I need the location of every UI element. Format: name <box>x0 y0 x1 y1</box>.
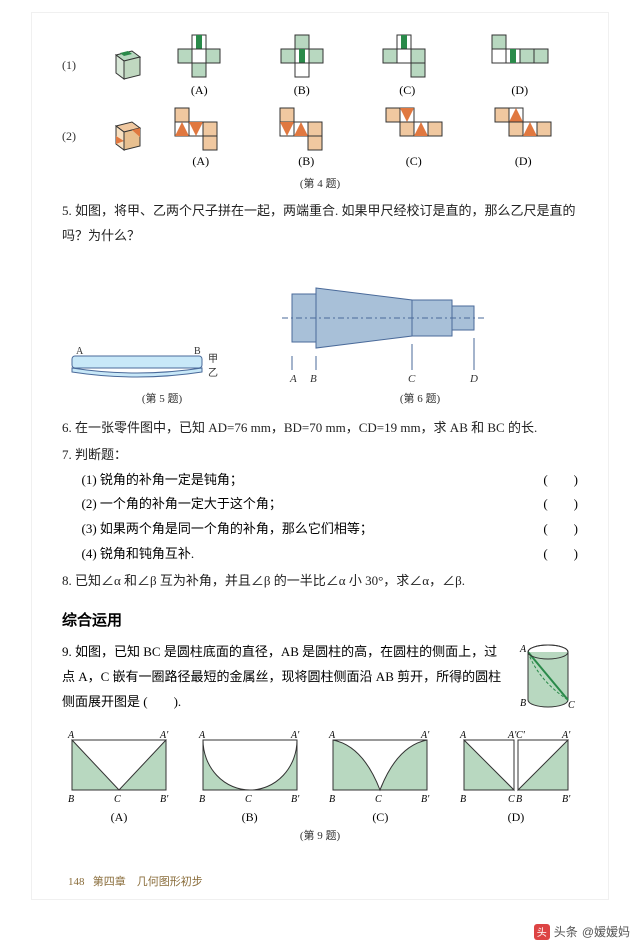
svg-text:C': C' <box>516 730 526 741</box>
svg-text:C: C <box>408 373 416 385</box>
q7-item1: (1) 锐角的补角一定是钝角； ( ) <box>62 468 578 493</box>
q7-item2: (2) 一个角的补角一定大于这个角； ( ) <box>62 492 578 517</box>
svg-text:C: C <box>114 794 121 805</box>
svg-text:A: A <box>459 730 467 741</box>
ruler-figure: A B 甲 乙 <box>62 338 222 388</box>
textbook-page: (1) (A) <box>31 12 609 900</box>
q6-caption: (第 6 题) <box>262 390 578 406</box>
q9: 9. 如图，已知 BC 是圆柱底面的直径，AB 是圆柱的高，在圆柱的侧面上，过点… <box>62 640 578 718</box>
svg-text:C: C <box>375 794 382 805</box>
q9-opt-b: A A' B C B' (B) <box>193 728 307 825</box>
watermark: 头 头条 @嫒嫒妈 <box>534 923 630 940</box>
svg-text:A: A <box>76 346 84 357</box>
svg-text:B: B <box>460 794 466 805</box>
q9-options: A A' B C B' (A) A A' B C B' (B) <box>62 728 578 825</box>
svg-text:A: A <box>289 373 297 385</box>
q4-opt-b2: (B) <box>276 104 336 169</box>
q9-opt-d: A A' C' A' B C B B' (D) <box>454 728 578 825</box>
svg-text:A: A <box>67 730 75 741</box>
q4-opt-d2: (D) <box>491 104 555 169</box>
svg-text:C: C <box>508 794 515 805</box>
q4-opt-c1: (C) <box>379 33 435 98</box>
svg-text:A': A' <box>290 730 300 741</box>
q7-item3: (3) 如果两个角是同一个角的补角，那么它们相等； ( ) <box>62 517 578 542</box>
svg-text:乙: 乙 <box>208 367 218 379</box>
part-figure: A B C D <box>262 258 502 388</box>
q5-caption: (第 5 题) <box>62 390 262 406</box>
q4-opt-d1: (D) <box>488 33 552 98</box>
chapter-title: 第四章 几何图形初步 <box>93 876 203 888</box>
svg-text:B: B <box>520 698 526 709</box>
svg-text:B: B <box>329 794 335 805</box>
q4-row2-label: (2) <box>62 129 102 144</box>
fig-row-5-6: A B 甲 乙 (第 5 题) A B C D <box>62 258 578 414</box>
q8-text: 8. 已知∠α 和∠β 互为补角，并且∠β 的一半比∠α 小 30°，求∠α，∠… <box>62 569 578 594</box>
svg-text:B: B <box>310 373 317 385</box>
q4-row1-label: (1) <box>62 58 102 73</box>
watermark-prefix: 头条 <box>554 923 578 940</box>
q4-opt-a2: (A) <box>171 104 231 169</box>
q4-row1: (1) (A) <box>62 33 578 98</box>
q4-opt-c2: (C) <box>382 104 446 169</box>
svg-text:B: B <box>68 794 74 805</box>
svg-text:C: C <box>245 794 252 805</box>
svg-text:B': B' <box>562 794 571 805</box>
svg-text:B': B' <box>291 794 300 805</box>
svg-text:A: A <box>519 644 527 655</box>
svg-text:A': A' <box>420 730 430 741</box>
page-footer: 148 第四章 几何图形初步 <box>62 873 578 889</box>
q9-opt-a: A A' B C B' (A) <box>62 728 176 825</box>
q4-opt-a1: (A) <box>174 33 224 98</box>
svg-text:A': A' <box>159 730 169 741</box>
svg-text:C: C <box>568 700 575 711</box>
watermark-user: @嫒嫒妈 <box>582 923 630 940</box>
q4-caption: (第 4 题) <box>62 175 578 191</box>
toutiao-icon: 头 <box>534 924 550 940</box>
q5-text: 5. 如图，将甲、乙两个尺子拼在一起，两端重合. 如果甲尺经校订是直的，那么乙尺… <box>62 199 578 248</box>
q4-cube2 <box>102 114 148 160</box>
cylinder-figure: A B C <box>518 640 578 718</box>
q9-opt-c: A A' B C B' (C) <box>323 728 437 825</box>
svg-text:B: B <box>199 794 205 805</box>
svg-text:B': B' <box>160 794 169 805</box>
svg-text:B': B' <box>421 794 430 805</box>
q4-cube1 <box>102 43 148 89</box>
svg-text:A: A <box>198 730 206 741</box>
q7-item4: (4) 锐角和钝角互补. ( ) <box>62 542 578 567</box>
svg-text:A': A' <box>561 730 571 741</box>
svg-text:甲: 甲 <box>208 354 218 365</box>
svg-text:A: A <box>328 730 336 741</box>
q4-row2: (2) (A) <box>62 104 578 169</box>
q4-opt-b1: (B) <box>277 33 327 98</box>
svg-text:B: B <box>516 794 522 805</box>
page-number: 148 <box>68 876 85 888</box>
q9-caption: (第 9 题) <box>62 827 578 843</box>
q7-head: 7. 判断题： <box>62 443 578 468</box>
svg-text:D: D <box>469 373 478 385</box>
section-title: 综合运用 <box>62 609 578 630</box>
svg-text:B: B <box>194 346 201 357</box>
q9-text: 9. 如图，已知 BC 是圆柱底面的直径，AB 是圆柱的高，在圆柱的侧面上，过点… <box>62 640 508 714</box>
q6-text: 6. 在一张零件图中，已知 AD=76 mm，BD=70 mm，CD=19 mm… <box>62 416 578 441</box>
